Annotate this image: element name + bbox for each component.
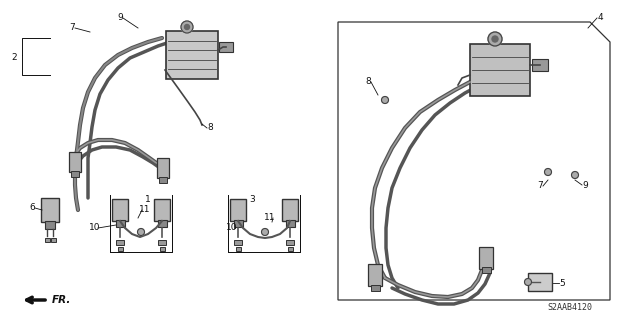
Bar bbox=[236, 247, 241, 251]
Bar bbox=[45, 238, 49, 242]
Bar bbox=[219, 42, 233, 52]
Bar bbox=[285, 219, 294, 226]
Bar bbox=[481, 267, 490, 273]
Text: 1: 1 bbox=[145, 196, 151, 204]
Text: 9: 9 bbox=[117, 13, 123, 23]
Text: 3: 3 bbox=[249, 196, 255, 204]
Bar bbox=[479, 247, 493, 269]
Bar bbox=[116, 240, 124, 244]
Circle shape bbox=[572, 172, 579, 179]
Bar bbox=[234, 240, 242, 244]
Bar bbox=[368, 264, 382, 286]
Circle shape bbox=[262, 228, 269, 235]
Bar bbox=[154, 199, 170, 221]
Bar bbox=[41, 198, 59, 222]
Text: FR.: FR. bbox=[52, 295, 72, 305]
Text: 6: 6 bbox=[29, 204, 35, 212]
Bar bbox=[159, 177, 167, 183]
Circle shape bbox=[381, 97, 388, 103]
Circle shape bbox=[492, 36, 498, 42]
Text: 7: 7 bbox=[69, 24, 75, 33]
Bar bbox=[157, 158, 169, 178]
Circle shape bbox=[545, 168, 552, 175]
Bar bbox=[158, 240, 166, 244]
Text: 11: 11 bbox=[140, 205, 151, 214]
Circle shape bbox=[138, 228, 145, 235]
Text: 8: 8 bbox=[365, 78, 371, 86]
Bar bbox=[234, 219, 243, 226]
Bar bbox=[230, 199, 246, 221]
Text: 5: 5 bbox=[559, 278, 565, 287]
Text: 11: 11 bbox=[264, 213, 276, 222]
Bar bbox=[286, 240, 294, 244]
Bar bbox=[287, 247, 292, 251]
Text: 4: 4 bbox=[597, 13, 603, 23]
Text: 10: 10 bbox=[227, 224, 237, 233]
Bar bbox=[115, 219, 125, 226]
Text: 8: 8 bbox=[207, 123, 213, 132]
Bar bbox=[371, 285, 380, 291]
Bar bbox=[112, 199, 128, 221]
Bar bbox=[470, 44, 530, 96]
Bar bbox=[532, 59, 548, 71]
Bar bbox=[118, 247, 122, 251]
Text: 7: 7 bbox=[537, 182, 543, 190]
Bar bbox=[166, 31, 218, 79]
Circle shape bbox=[184, 25, 189, 29]
Bar bbox=[157, 219, 166, 226]
Bar bbox=[159, 247, 164, 251]
Text: 9: 9 bbox=[582, 181, 588, 189]
Bar bbox=[51, 238, 56, 242]
Circle shape bbox=[181, 21, 193, 33]
Bar bbox=[282, 199, 298, 221]
Bar bbox=[71, 171, 79, 177]
Bar bbox=[69, 152, 81, 172]
Text: 10: 10 bbox=[89, 224, 100, 233]
Bar bbox=[528, 273, 552, 291]
Text: S2AAB4120: S2AAB4120 bbox=[547, 303, 593, 313]
Circle shape bbox=[525, 278, 531, 286]
Bar bbox=[45, 221, 55, 229]
Text: 2: 2 bbox=[11, 53, 17, 62]
Circle shape bbox=[488, 32, 502, 46]
